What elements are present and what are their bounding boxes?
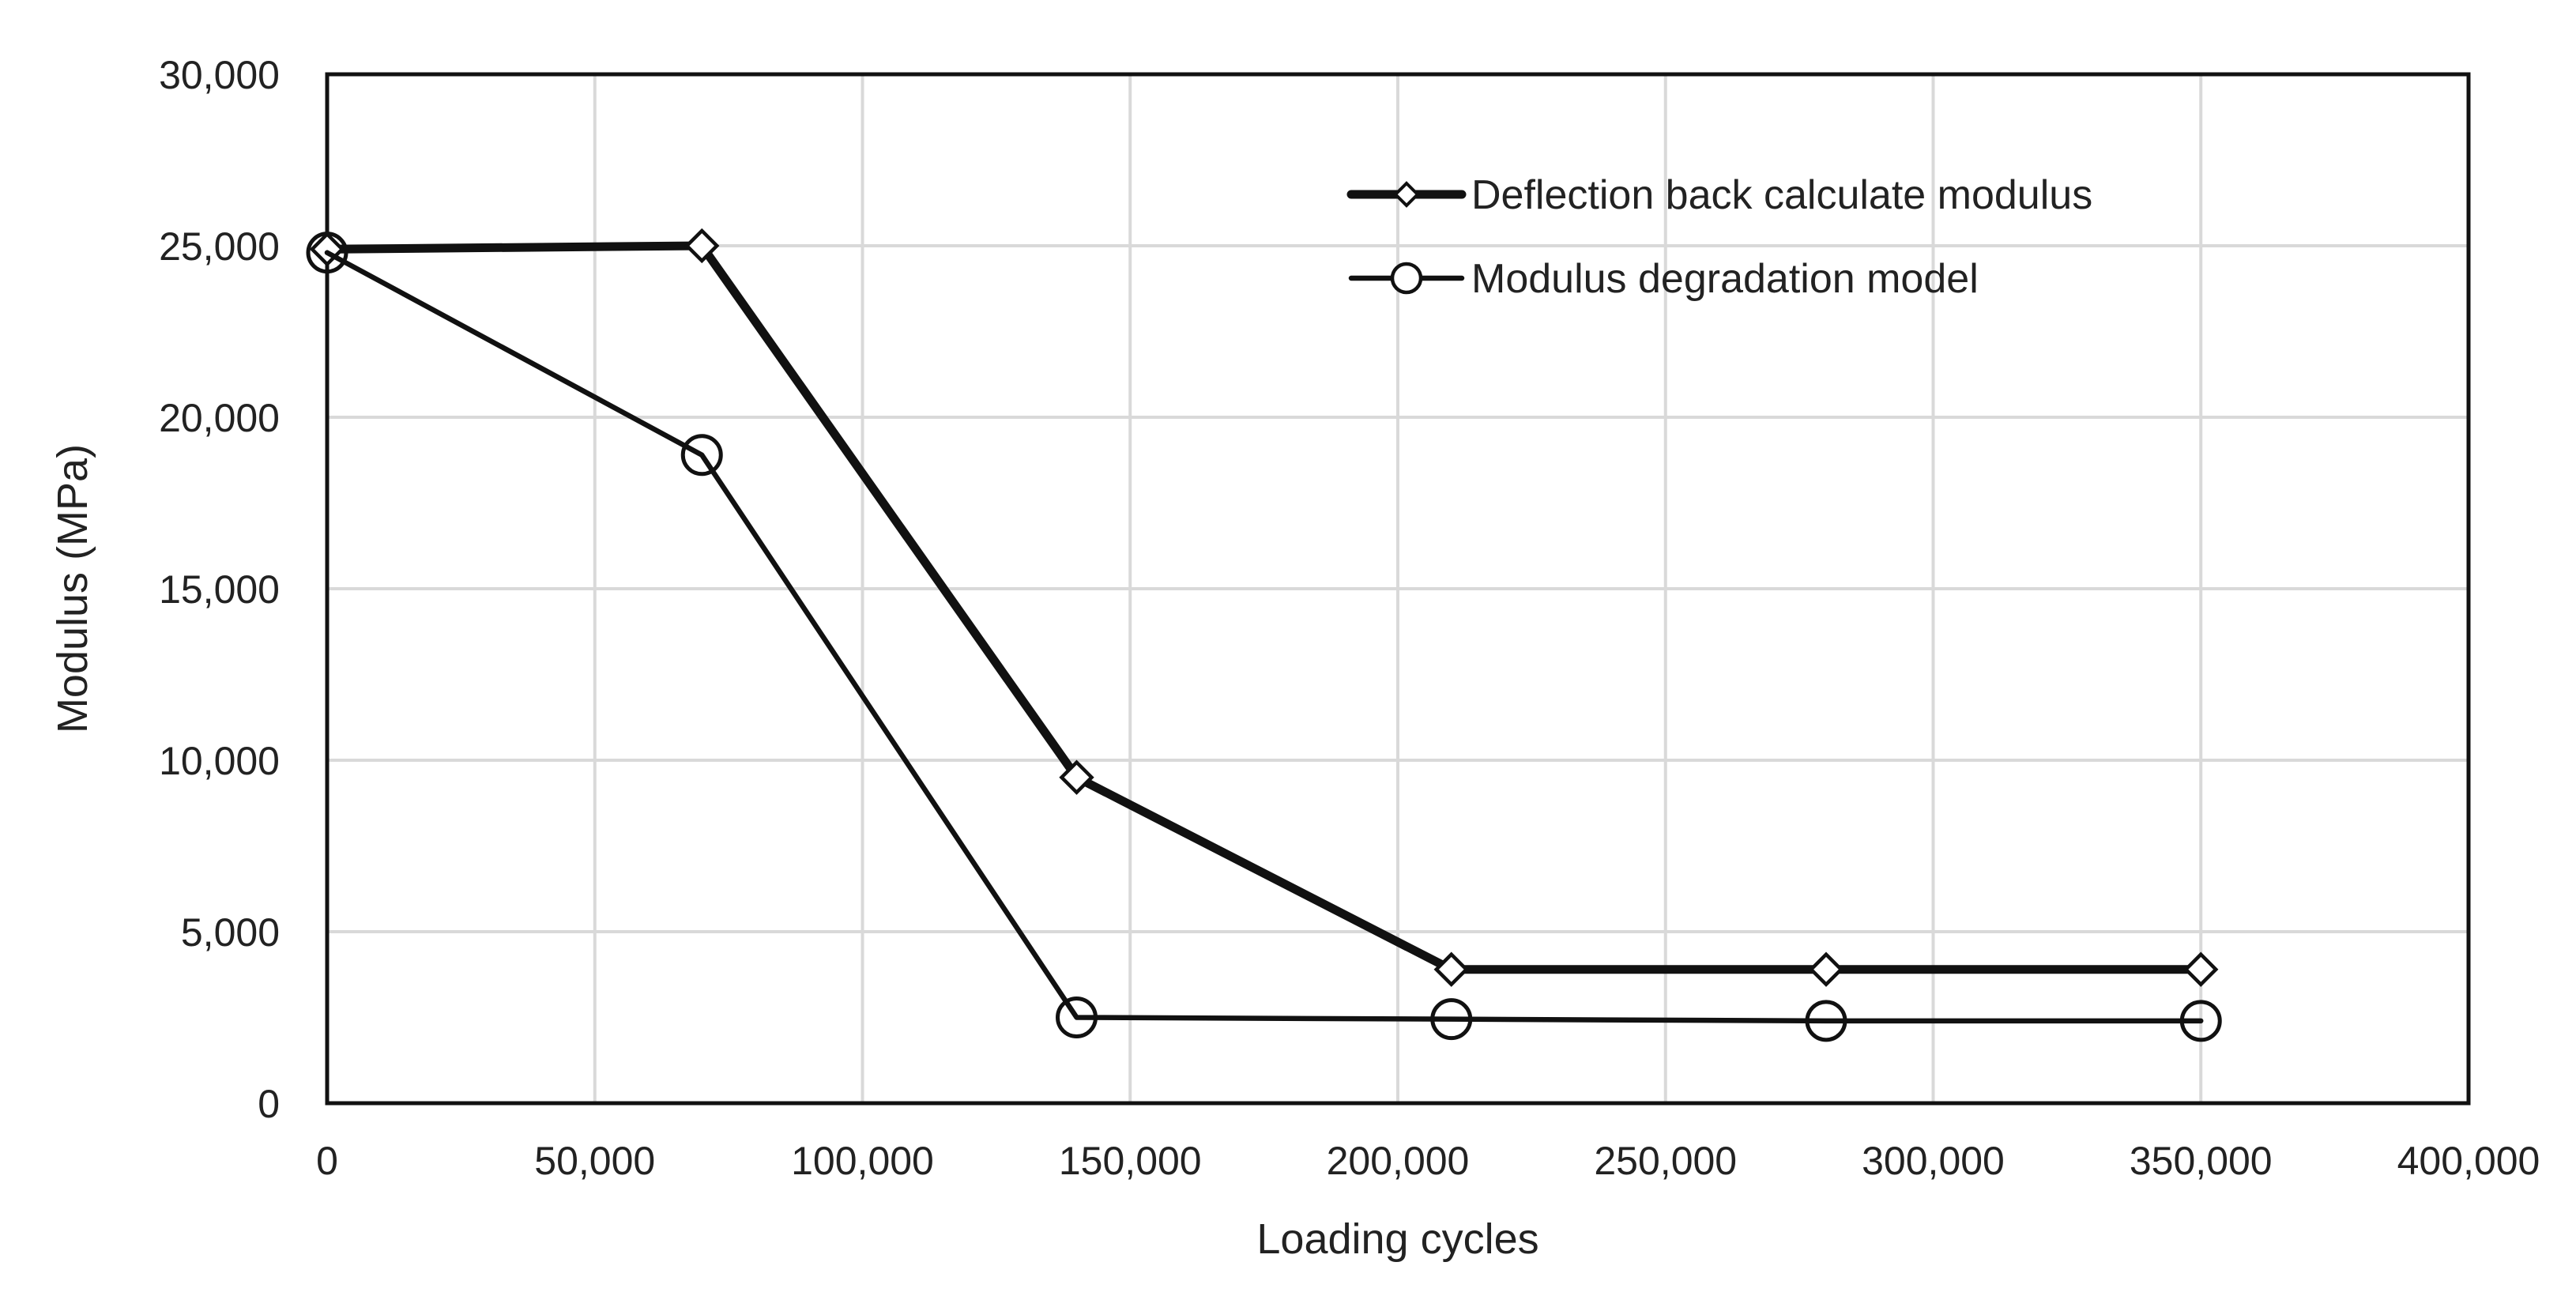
circle-marker [1805, 1000, 1847, 1042]
circle-marker [1430, 998, 1473, 1041]
legend-circle-icon [1390, 262, 1423, 295]
series-layer [306, 228, 2222, 1042]
circle-marker [2179, 1000, 2222, 1042]
series-deflection-back-calculate [309, 228, 2219, 987]
diamond-marker [1059, 759, 1094, 795]
x-axis-tick-labels: 0 50,000 100,000 150,000 200,000 250,000 300,0… [316, 1139, 2540, 1183]
circle-marker [1056, 996, 1098, 1038]
y-tick-label: 25,000 [159, 224, 280, 269]
x-tick-label: 100,000 [791, 1139, 934, 1183]
y-tick-label: 30,000 [159, 53, 280, 97]
series-line [324, 250, 2204, 1024]
legend-label: Deflection back calculate modulus [1471, 172, 2092, 218]
legend-label: Modulus degradation model [1471, 256, 1979, 302]
x-tick-label: 150,000 [1059, 1139, 1202, 1183]
circle-marker [306, 232, 348, 274]
x-tick-label: 50,000 [534, 1139, 655, 1183]
x-tick-label: 250,000 [1594, 1139, 1737, 1183]
diamond-marker [2183, 951, 2219, 987]
x-tick-label: 350,000 [2130, 1139, 2273, 1183]
y-axis-tick-labels: 0 5,000 10,000 15,000 20,000 25,000 30,000 [159, 53, 280, 1126]
x-tick-label: 200,000 [1327, 1139, 1470, 1183]
series-modulus-degradation [306, 232, 2222, 1042]
circle-marker [680, 434, 723, 477]
y-tick-label: 5,000 [181, 910, 280, 955]
y-tick-label: 0 [258, 1082, 280, 1126]
y-tick-label: 10,000 [159, 739, 280, 783]
x-tick-label: 400,000 [2397, 1139, 2540, 1183]
y-axis-title: Modulus (MPa) [49, 444, 96, 733]
plot-area-border [325, 72, 2471, 1106]
diamond-marker [1433, 951, 1469, 987]
x-tick-label: 0 [316, 1139, 338, 1183]
y-tick-label: 15,000 [159, 567, 280, 612]
diamond-marker [684, 228, 720, 264]
grid-layer [326, 73, 2470, 1105]
legend-diamond-icon [1393, 181, 1420, 208]
y-tick-label: 20,000 [159, 396, 280, 440]
x-tick-label: 300,000 [1862, 1139, 2005, 1183]
legend: Deflection back calculate modulus Modulus… [1346, 172, 2092, 302]
x-axis-title: Loading cycles [1256, 1215, 1538, 1263]
series-line [322, 241, 2205, 974]
diamond-marker [1808, 951, 1844, 987]
